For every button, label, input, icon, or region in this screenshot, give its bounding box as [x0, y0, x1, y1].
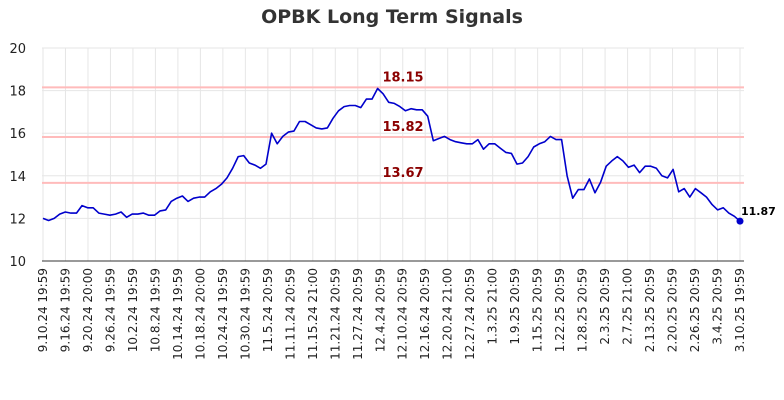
x-tick-label: 10.2.24 19:59: [126, 268, 140, 352]
x-tick-labels: 9.10.24 19:59 9.16.24 19:59 9.20.24 20:00 9…: [36, 268, 747, 360]
y-tick-label: 12: [9, 212, 26, 227]
last-value-label: 11.87: [741, 205, 776, 218]
x-tick-label: 1.15.25 20:59: [531, 268, 545, 352]
x-tick-label: 1.28.25 20:59: [576, 268, 590, 352]
x-tick-label: 11.15.24 21:00: [306, 268, 320, 360]
x-tick-label: 2.26.25 20:59: [688, 268, 702, 352]
x-tick-label: 10.18.24 20:00: [193, 268, 207, 360]
x-tick-label: 1.3.25 21:00: [486, 268, 500, 345]
x-tick-label: 11.27.24 20:59: [351, 268, 365, 360]
reference-line-label: 13.67: [382, 166, 423, 181]
x-tick-label: 2.7.25 21:00: [621, 268, 635, 345]
last-value-point: [736, 217, 744, 225]
y-tick-label: 20: [9, 42, 26, 57]
x-tick-label: 11.11.24 20:59: [283, 268, 297, 360]
y-tick-label: 18: [9, 85, 26, 100]
x-tick-label: 12.27.24 20:59: [463, 268, 477, 360]
x-tick-label: 2.3.25 20:59: [598, 268, 612, 345]
x-tick-label: 12.4.24 20:59: [373, 268, 387, 352]
x-tick-label: 12.10.24 20:59: [396, 268, 410, 360]
x-tick-label: 1.9.25 20:59: [508, 268, 522, 345]
reference-line-label: 18.15: [382, 70, 423, 85]
series-lines: [42, 87, 744, 225]
x-tick-label: 9.16.24 19:59: [58, 268, 72, 352]
x-tick-label: 11.21.24 20:59: [328, 268, 342, 360]
x-tick-label: 10.14.24 19:59: [171, 268, 185, 360]
x-tick-label: 2.20.25 20:59: [666, 268, 680, 352]
grid-lines: [42, 47, 744, 262]
series-line: [42, 87, 741, 222]
reference-line-label: 15.82: [382, 120, 423, 135]
x-tick-label: 9.20.24 20:00: [81, 268, 95, 352]
x-tick-label: 10.30.24 19:59: [238, 268, 252, 360]
y-tick-label: 16: [9, 127, 26, 142]
x-tick-label: 9.26.24 19:59: [103, 268, 117, 352]
x-tick-label: 10.24.24 19:59: [216, 268, 230, 360]
x-tick-label: 9.10.24 19:59: [36, 268, 50, 352]
annotation-labels: 18.15 15.82 13.67 11.87: [382, 70, 775, 218]
chart-title: OPBK Long Term Signals: [261, 6, 523, 28]
x-tick-label: 12.16.24 20:59: [418, 268, 432, 360]
x-tick-label: 10.8.24 19:59: [148, 268, 162, 352]
reference-lines: [42, 86, 744, 184]
x-tick-label: 12.20.24 21:00: [441, 268, 455, 360]
x-tick-label: 1.22.25 20:59: [553, 268, 567, 352]
x-tick-label: 3.4.25 20:59: [711, 268, 725, 345]
y-tick-label: 10: [9, 255, 26, 270]
x-tick-label: 3.10.25 19:59: [733, 268, 747, 352]
x-tick-label: 2.13.25 20:59: [643, 268, 657, 352]
y-tick-label: 14: [9, 170, 26, 185]
x-tick-label: 11.5.24 20:59: [261, 268, 275, 352]
y-tick-labels: 10 12 14 16 18 20: [9, 42, 26, 270]
